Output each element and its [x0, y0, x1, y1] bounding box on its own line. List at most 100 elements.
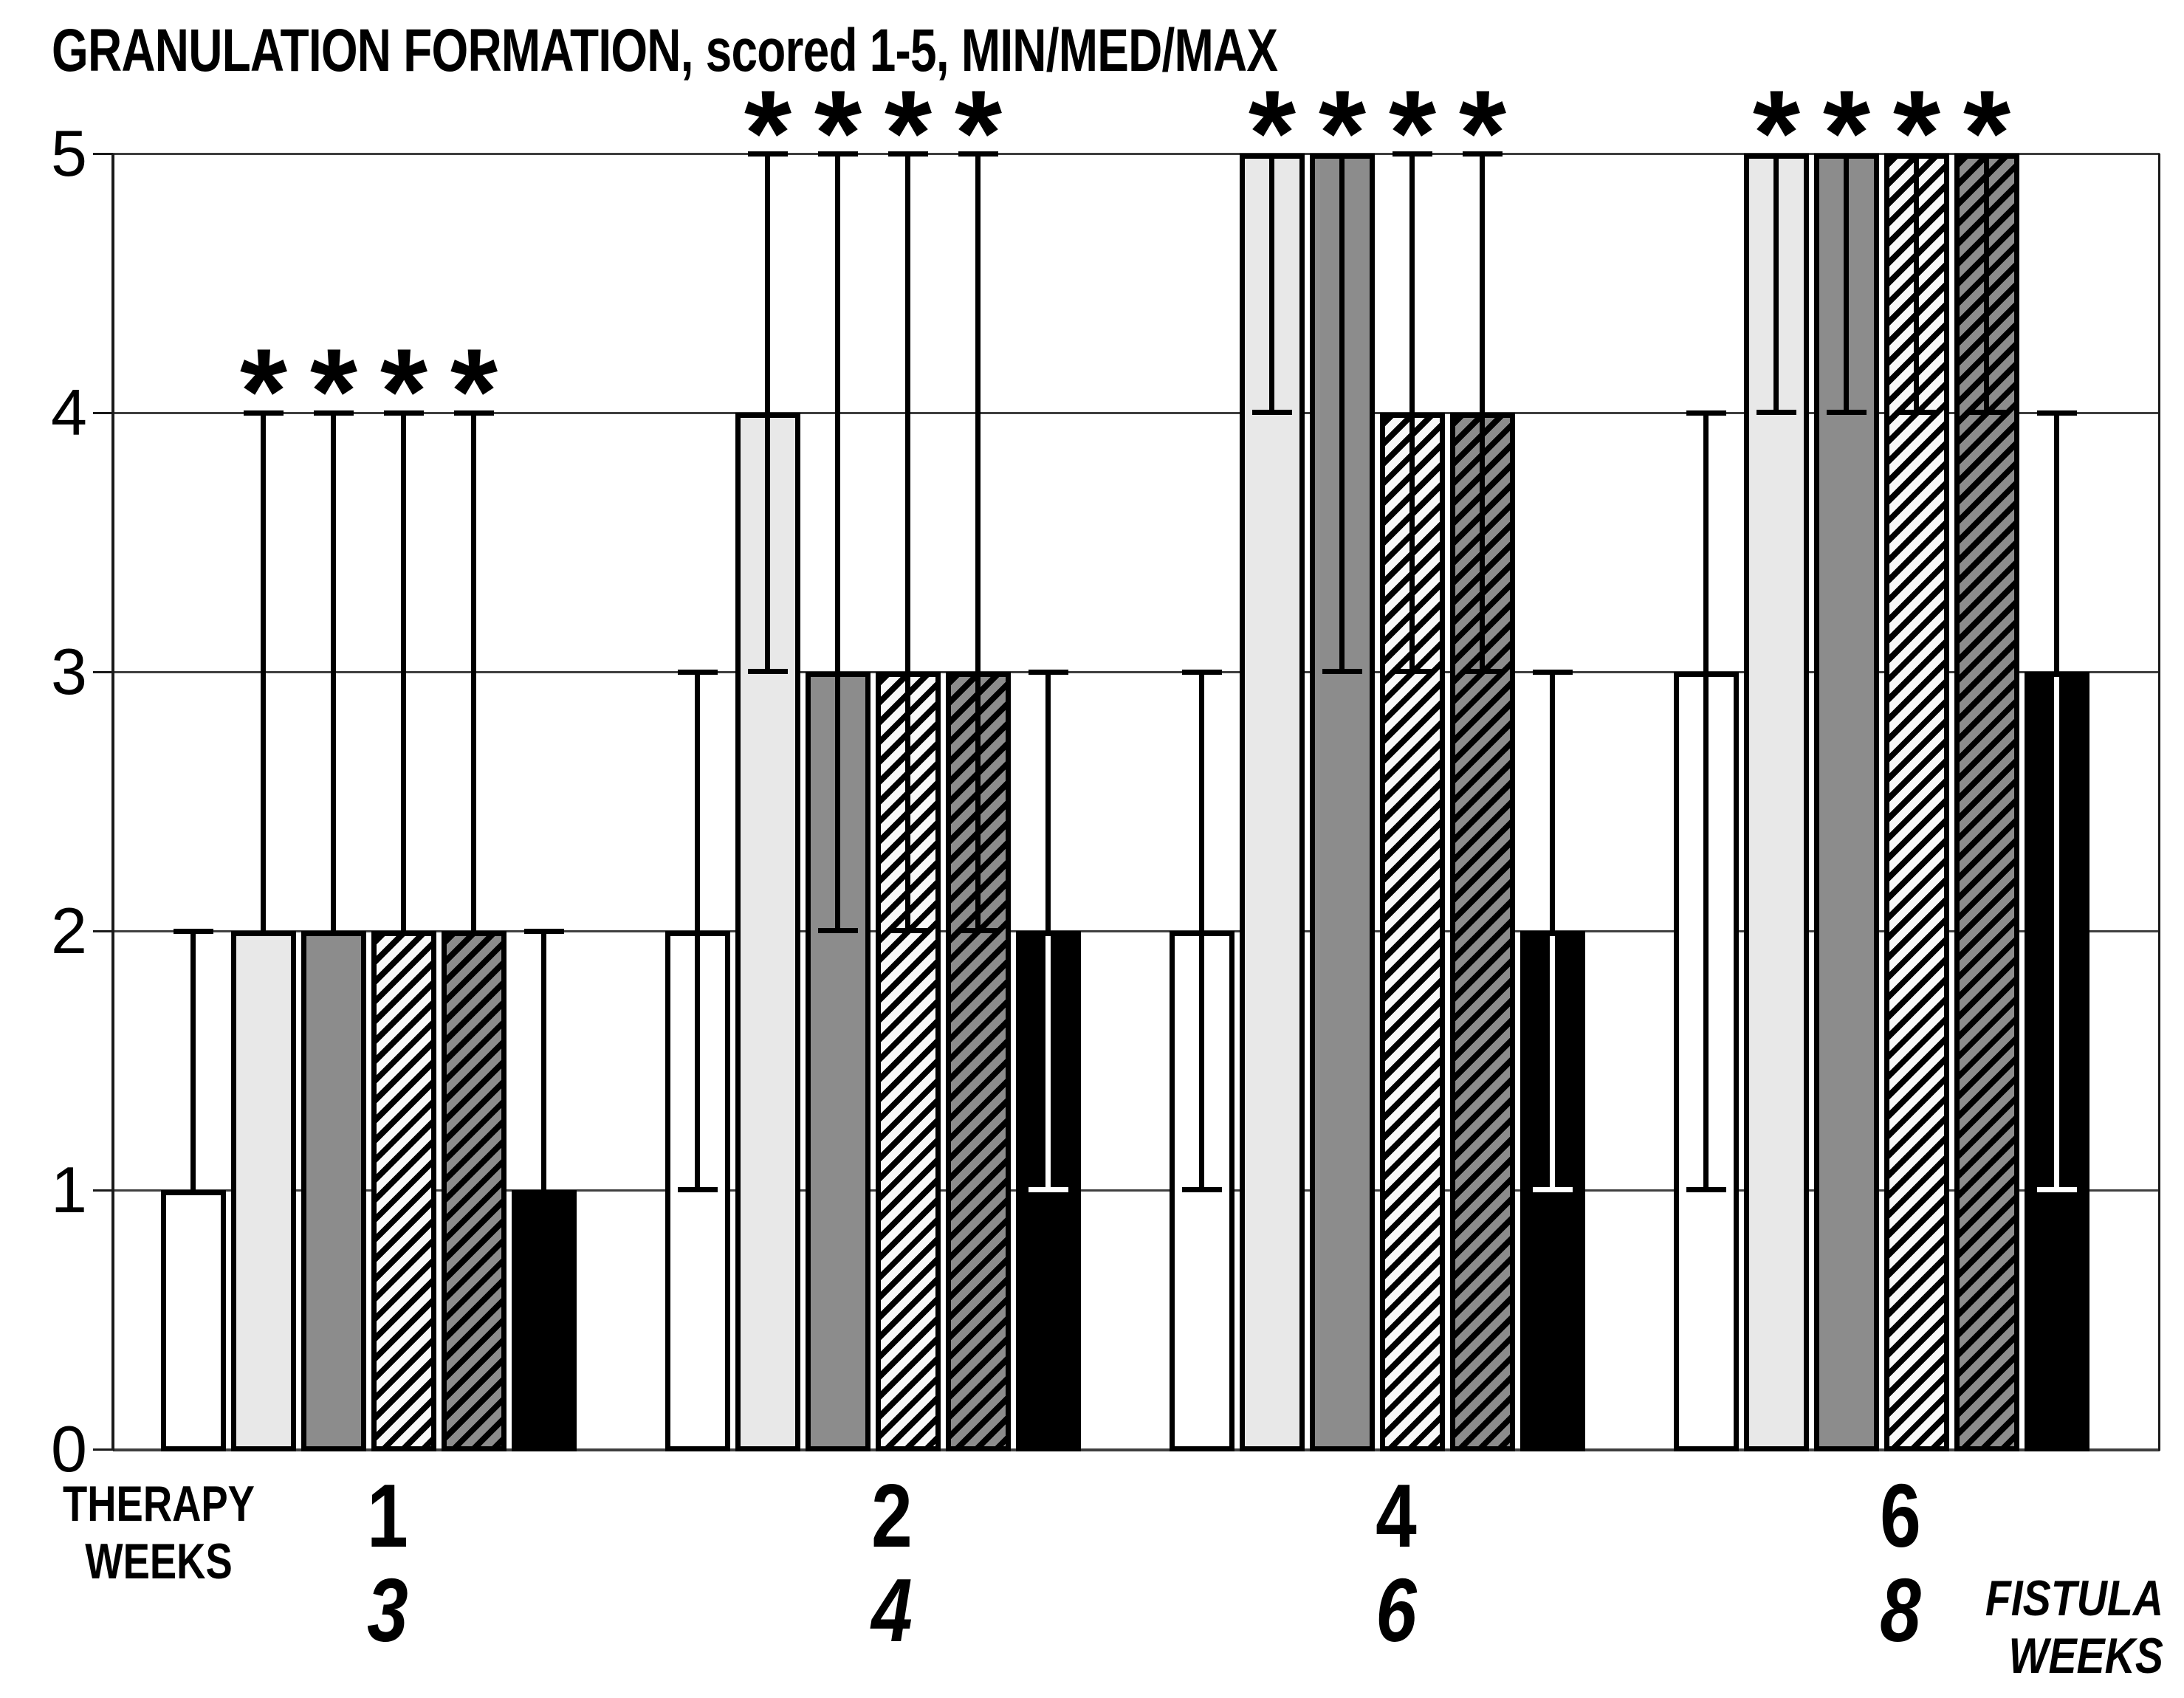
therapy-week-label: 4 — [1375, 1465, 1417, 1566]
error-bar-min-cap — [1757, 410, 1796, 415]
gridline — [113, 153, 2160, 155]
error-bar-max-cap — [1533, 670, 1573, 675]
significance-asterisk: * — [1822, 65, 1871, 201]
error-bar-min-line — [1045, 936, 1051, 1190]
error-bar-max-cap — [1463, 151, 1503, 157]
error-bar-max-line — [541, 931, 546, 1190]
therapy-caption-line2: WEEKS — [85, 1533, 233, 1589]
error-bar-max-cap — [888, 151, 928, 157]
error-bar-max-line — [261, 413, 266, 931]
significance-asterisk: * — [239, 323, 288, 459]
significance-asterisk: * — [309, 323, 358, 459]
significance-asterisk: * — [884, 65, 933, 201]
significance-asterisk: * — [1892, 65, 1941, 201]
error-bar-max-line — [1550, 672, 1555, 931]
fistula-caption-line1: FISTULA — [1985, 1570, 2163, 1626]
error-bar-min-cap — [1533, 1187, 1573, 1192]
error-bar-min-cap — [1967, 410, 2007, 415]
gridline — [113, 930, 2160, 932]
error-bar-max-cap — [1182, 670, 1222, 675]
therapy-weeks-axis-caption: THERAPY WEEKS — [55, 1475, 262, 1590]
error-bar-min-cap — [1393, 669, 1432, 674]
therapy-week-label: 6 — [1879, 1465, 1921, 1566]
light-diagonal-hatch-bar — [371, 931, 436, 1451]
error-bar-max-line — [1703, 413, 1709, 672]
significance-asterisk: * — [1248, 65, 1297, 201]
error-bar-min-line — [1773, 159, 1779, 413]
y-axis-tick — [93, 1189, 113, 1192]
error-bar-min-line — [1339, 159, 1345, 672]
significance-asterisk: * — [1388, 65, 1437, 201]
significance-asterisk: * — [380, 323, 428, 459]
y-axis-tick-label: 4 — [51, 376, 87, 449]
error-bar-min-line — [1914, 159, 1919, 413]
therapy-week-label: 2 — [870, 1465, 913, 1566]
error-bar-min-line — [975, 677, 981, 931]
significance-asterisk: * — [1962, 65, 2011, 201]
y-axis-tick — [93, 671, 113, 673]
therapy-caption-line1: THERAPY — [63, 1476, 255, 1532]
error-bar-min-cap — [1463, 669, 1503, 674]
fistula-week-label: 3 — [366, 1560, 408, 1660]
error-bar-max-cap — [958, 151, 998, 157]
y-axis-tick-label: 1 — [51, 1153, 87, 1226]
black-bar — [512, 1190, 577, 1451]
error-bar-min-line — [765, 418, 770, 672]
error-bar-min-cap — [1252, 410, 1292, 415]
error-bar-min-cap — [958, 928, 998, 933]
error-bar-max-cap — [1393, 151, 1432, 157]
error-bar-max-cap — [748, 151, 788, 157]
error-bar-max-line — [2054, 413, 2059, 672]
error-bar-min-cap — [1827, 410, 1867, 415]
error-bar-min-cap — [1897, 410, 1937, 415]
significance-asterisk: * — [744, 65, 792, 201]
error-bar-max-line — [765, 154, 770, 413]
y-axis-line — [111, 154, 114, 1451]
significance-asterisk: * — [1458, 65, 1507, 201]
dark-diagonal-hatch-bar — [442, 931, 506, 1451]
y-axis-tick-label: 5 — [51, 117, 87, 190]
error-bar-min-cap — [2037, 1187, 2077, 1192]
error-bar-max-cap — [1029, 670, 1068, 675]
error-bar-min-line — [1480, 418, 1485, 672]
error-bar-max-cap — [2037, 410, 2077, 416]
error-bar-min-cap — [748, 669, 788, 674]
error-bar-min-line — [1409, 418, 1415, 672]
error-bar-min-cap — [888, 928, 928, 933]
error-bar-max-cap — [818, 151, 858, 157]
error-bar-max-cap — [174, 929, 213, 934]
error-bar-max-line — [1409, 154, 1415, 413]
error-bar-min-line — [1199, 936, 1204, 1190]
gridline — [113, 671, 2160, 673]
error-bar-max-line — [331, 413, 336, 931]
error-bar-max-line — [905, 154, 910, 672]
y-axis-tick-label: 0 — [51, 1412, 87, 1485]
error-bar-max-line — [1045, 672, 1051, 931]
error-bar-min-cap — [1322, 669, 1362, 674]
error-bar-max-cap — [244, 410, 284, 416]
y-axis-tick — [93, 412, 113, 414]
significance-asterisk: * — [814, 65, 862, 201]
error-bar-max-cap — [384, 410, 424, 416]
error-bar-min-line — [1550, 936, 1555, 1190]
plot-right-border — [2158, 154, 2160, 1451]
gray-bar — [301, 931, 366, 1451]
fistula-week-label: 4 — [870, 1560, 913, 1660]
error-bar-min-cap — [1029, 1187, 1068, 1192]
gridline — [113, 1189, 2160, 1192]
therapy-week-label: 1 — [366, 1465, 408, 1566]
error-bar-min-cap — [818, 928, 858, 933]
error-bar-min-line — [1984, 159, 1989, 413]
fistula-week-label: 6 — [1375, 1560, 1417, 1660]
error-bar-min-line — [1703, 677, 1709, 1190]
fistula-week-label: 8 — [1879, 1560, 1921, 1660]
white-bar — [161, 1190, 226, 1451]
error-bar-max-line — [835, 154, 840, 672]
light-gray-bar — [231, 931, 296, 1451]
error-bar-max-line — [695, 672, 700, 931]
error-bar-min-line — [835, 677, 840, 931]
error-bar-max-cap — [314, 410, 354, 416]
significance-asterisk: * — [450, 323, 498, 459]
